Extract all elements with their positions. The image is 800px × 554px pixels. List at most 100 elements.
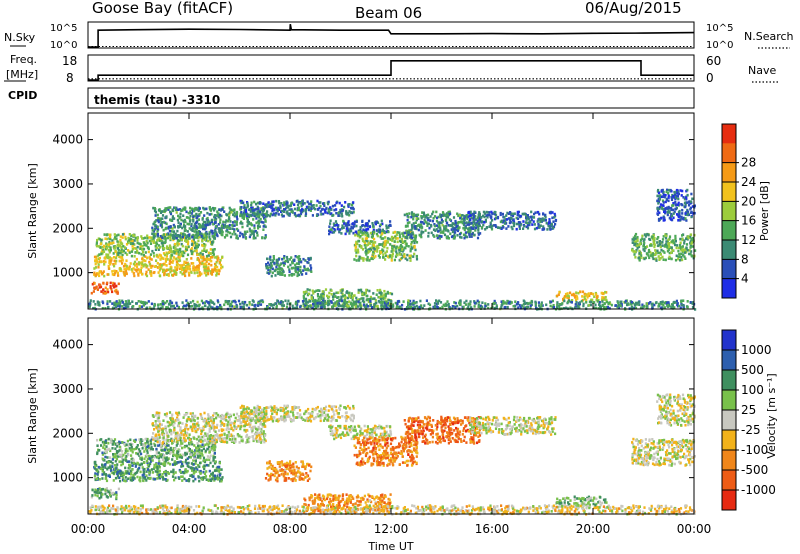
- range-gate-cell: [161, 217, 164, 220]
- range-gate-cell: [370, 235, 373, 239]
- range-gate-cell: [577, 291, 580, 295]
- range-gate-cell: [558, 291, 561, 294]
- range-gate-cell: [201, 253, 204, 256]
- range-gate-cell: [406, 258, 409, 262]
- range-gate-cell: [321, 292, 325, 295]
- range-gate-cell: [449, 232, 452, 236]
- range-gate-cell: [272, 259, 275, 262]
- range-gate-cell: [197, 208, 200, 212]
- range-gate-cell: [135, 269, 138, 273]
- range-gate-cell: [340, 291, 343, 294]
- range-gate-cell: [222, 206, 225, 209]
- range-gate-cell: [438, 306, 442, 310]
- range-gate-cell: [441, 306, 444, 310]
- range-gate-cell: [439, 215, 442, 219]
- range-gate-cell: [231, 232, 234, 236]
- range-gate-cell: [147, 250, 150, 254]
- range-gate-cell: [662, 201, 665, 204]
- range-gate-cell: [96, 238, 99, 242]
- range-gate-cell: [178, 259, 182, 262]
- range-gate-cell: [126, 302, 129, 305]
- range-gate-cell: [310, 207, 313, 210]
- range-gate-cell: [654, 253, 657, 256]
- range-gate-cell: [338, 299, 341, 302]
- range-gate-cell: [185, 210, 188, 214]
- range-gate-cell: [111, 290, 114, 294]
- range-gate-cell: [143, 243, 146, 247]
- range-gate-cell: [439, 228, 442, 232]
- range-gate-cell: [588, 303, 591, 307]
- range-gate-cell: [691, 236, 694, 240]
- range-gate-cell: [189, 466, 192, 470]
- range-gate-cell: [355, 251, 358, 254]
- range-gate-cell: [401, 232, 404, 235]
- range-gate-cell: [580, 299, 583, 303]
- range-gate-cell: [400, 245, 404, 248]
- range-gate-cell: [352, 303, 355, 306]
- range-gate-cell: [439, 213, 442, 216]
- range-gate-cell: [232, 299, 235, 303]
- range-gate-cell: [381, 248, 384, 251]
- range-gate-cell: [473, 300, 476, 303]
- range-gate-cell: [413, 225, 416, 228]
- range-gate-cell: [294, 214, 297, 218]
- range-gate-cell: [250, 229, 253, 233]
- range-gate-cell: [345, 222, 348, 225]
- range-gate-cell: [301, 300, 305, 303]
- range-gate-cell: [381, 222, 384, 226]
- range-gate-cell: [362, 291, 365, 295]
- range-gate-cell: [376, 250, 379, 253]
- range-gate-cell: [363, 240, 366, 243]
- range-gate-cell: [525, 225, 528, 229]
- range-gate-cell: [456, 212, 459, 216]
- range-gate-cell: [414, 301, 417, 305]
- colorbar-segment: [722, 162, 736, 183]
- range-gate-cell: [238, 234, 241, 238]
- range-gate-cell: [529, 215, 533, 219]
- range-gate-cell: [221, 265, 224, 269]
- range-gate-cell: [674, 301, 677, 304]
- range-gate-cell: [386, 290, 389, 294]
- range-gate-cell: [672, 201, 675, 205]
- range-gate-cell: [165, 216, 168, 219]
- range-gate-cell: [362, 228, 365, 231]
- range-gate-cell: [642, 245, 645, 248]
- range-gate-cell: [366, 248, 369, 252]
- range-gate-cell: [283, 208, 286, 211]
- range-gate-cell: [145, 270, 148, 274]
- range-gate-cell: [469, 233, 472, 237]
- range-gate-cell: [233, 211, 236, 214]
- range-gate-cell: [662, 219, 665, 222]
- range-gate-cell: [285, 259, 288, 263]
- range-gate-cell: [138, 242, 141, 245]
- range-gate-cell: [384, 258, 387, 261]
- range-gate-cell: [217, 256, 220, 260]
- range-gate-cell: [291, 211, 294, 214]
- range-gate-cell: [367, 250, 370, 253]
- range-gate-cell: [124, 305, 128, 308]
- range-gate-cell: [251, 303, 254, 306]
- range-gate-cell: [405, 244, 408, 247]
- range-gate-cell: [337, 224, 340, 227]
- range-gate-cell: [163, 272, 166, 275]
- range-gate-cell: [408, 233, 412, 236]
- range-gate-cell: [364, 246, 367, 250]
- range-gate-cell: [377, 230, 380, 233]
- range-gate-cell: [297, 208, 300, 211]
- range-gate-cell: [380, 230, 383, 234]
- range-gate-cell: [297, 262, 300, 266]
- range-gate-cell: [304, 214, 307, 217]
- range-gate-cell: [194, 246, 197, 250]
- range-gate-cell: [169, 299, 172, 303]
- range-gate-cell: [353, 258, 356, 261]
- range-gate-cell: [313, 304, 316, 308]
- range-gate-cell: [193, 224, 196, 228]
- range-gate-cell: [234, 213, 237, 216]
- range-gate-cell: [271, 271, 274, 275]
- range-gate-cell: [176, 242, 179, 245]
- range-gate-cell: [517, 306, 520, 309]
- range-gate-cell: [198, 274, 201, 277]
- range-gate-cell: [293, 203, 296, 206]
- range-gate-cell: [399, 253, 402, 256]
- range-gate-cell: [181, 268, 184, 272]
